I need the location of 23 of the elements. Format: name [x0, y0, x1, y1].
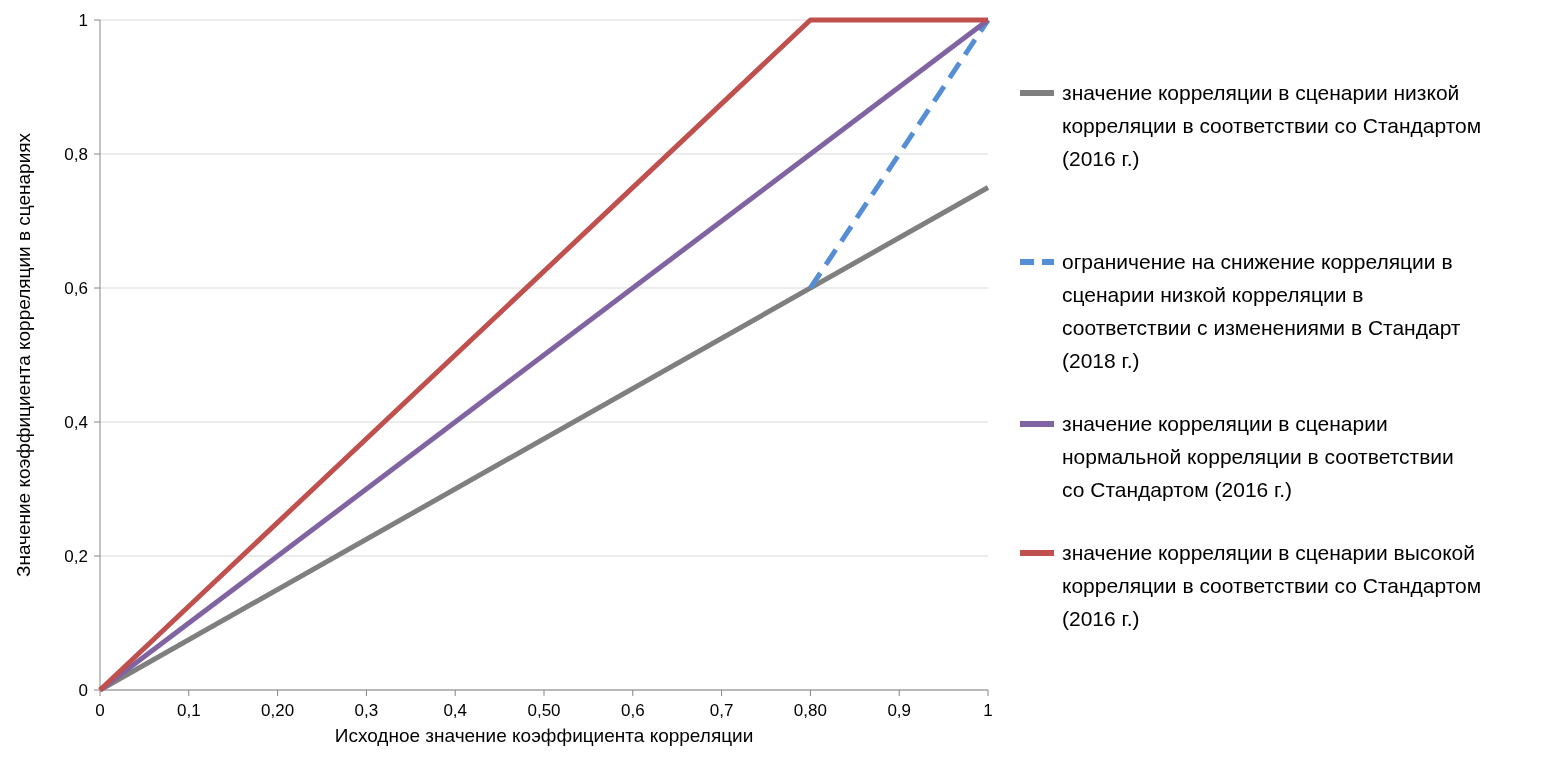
x-tick-label: 0,20: [261, 701, 295, 720]
x-tick-label: 0: [95, 701, 105, 720]
y-tick-label: 0: [78, 680, 88, 700]
x-tick-label: 0,3: [354, 701, 379, 720]
legend-label: ограничение на снижение корреляции в сценарии низкой корреляции в соответствии с изменениями в Стандарт (2018 г.): [1062, 250, 1461, 373]
y-tick-label: 0,4: [64, 412, 88, 432]
x-tick-label: 0,9: [887, 701, 912, 720]
legend-label: значение корреляции в сценарии низкой корреляции в соответствии со Стандартом (2016 г.): [1062, 81, 1482, 171]
y-tick-label: 0,8: [64, 144, 88, 164]
x-tick-label: 0,6: [620, 701, 645, 720]
x-tick-label: 0,1: [176, 701, 201, 720]
y-tick-label: 1: [78, 10, 88, 30]
x-axis-title: Исходное значение коэффициента корреляции: [334, 725, 754, 746]
y-axis-title: Значение коэффициента корреляции в сценариях: [13, 132, 34, 578]
x-tick-label: 1: [983, 701, 993, 720]
y-tick-label: 0,2: [64, 546, 88, 566]
x-tick-label: 0,7: [709, 701, 734, 720]
x-tick-label: 0,50: [527, 701, 561, 720]
legend-label: значение корреляции в сценарии высокой корреляции в соответствии со Стандартом (2016 г.): [1062, 541, 1482, 631]
x-tick-label: 0,4: [443, 701, 468, 720]
legend-label: значение корреляции в сценарии нормальной корреляции в соответствии со Стандартом (2016 г.): [1062, 412, 1454, 502]
y-tick-label: 0,6: [64, 278, 88, 298]
x-tick-label: 0,80: [793, 701, 827, 720]
